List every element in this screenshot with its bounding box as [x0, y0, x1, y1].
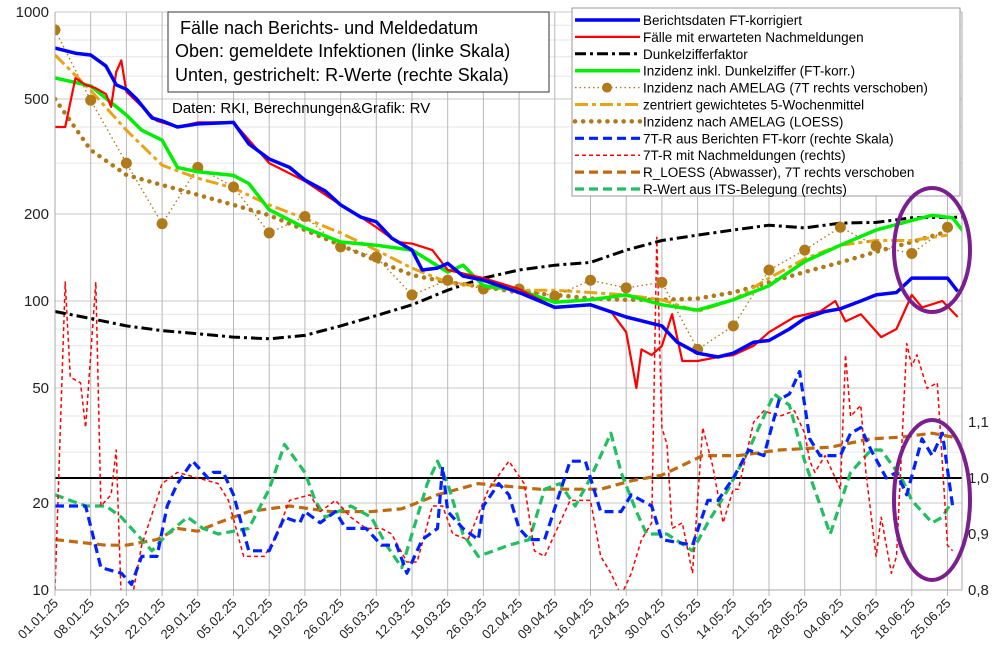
left-tick-label: 500 — [24, 91, 49, 108]
legend-item: 7T-R mit Nachmeldungen (rechts) — [575, 148, 846, 163]
amelag-marker — [942, 221, 953, 233]
amelag-marker — [620, 282, 632, 294]
right-tick-label: 1,1 — [968, 414, 989, 431]
legend-label: Inzidenz nach AMELAG (7T rechts verschob… — [643, 81, 928, 96]
legend-item: R_LOESS (Abwasser), 7T rechts verschoben — [575, 165, 914, 180]
amelag-marker — [799, 244, 811, 256]
highlight-ellipse-r — [892, 418, 972, 582]
title-line-1: Fälle nach Berichts- und Meldedatum — [180, 18, 478, 38]
series-line-7 — [55, 370, 955, 586]
legend-label: Inzidenz nach AMELAG (LOESS) — [643, 114, 843, 129]
amelag-marker — [228, 181, 239, 193]
legend-item: Berichtsdaten FT-korrigiert — [575, 13, 802, 28]
legend-marker — [602, 82, 612, 93]
title-box: Fälle nach Berichts- und Meldedatum Oben… — [167, 11, 550, 93]
amelag-marker — [370, 251, 382, 263]
series-line-2 — [55, 215, 962, 341]
series-line-5 — [55, 53, 948, 313]
legend-item: R-Wert aus ITS-Belegung (rechts) — [575, 182, 847, 197]
amelag-marker — [299, 211, 311, 223]
legend-item: zentriert gewichtetes 5-Wochenmittel — [575, 98, 864, 113]
legend-label: Fälle mit erwarteten Nachmeldungen — [643, 30, 864, 45]
legend-item: Inzidenz inkl. Dunkelziffer (FT-korr.) — [575, 64, 855, 79]
right-tick-label: 0,8 — [968, 582, 989, 599]
highlights — [892, 186, 972, 582]
legend-item: Inzidenz nach AMELAG (LOESS) — [572, 114, 843, 129]
left-tick-label: 20 — [32, 495, 49, 512]
amelag-marker — [549, 290, 561, 302]
amelag-marker — [442, 274, 454, 286]
amelag-marker — [870, 240, 882, 252]
legend-item: 7T-R aus Berichten FT-korr (rechte Skala… — [575, 131, 894, 146]
source-note: Daten: RKI, Berechnungen&Grafik: RV — [172, 100, 430, 117]
series-line-9 — [55, 431, 953, 547]
amelag-marker — [55, 24, 61, 36]
amelag-marker — [727, 320, 739, 332]
highlight-ellipse-incidence — [892, 186, 972, 314]
amelag-marker — [263, 227, 275, 239]
left-tick-label: 1000 — [16, 4, 49, 21]
legend-item: Fälle mit erwarteten Nachmeldungen — [575, 30, 864, 45]
right-tick-label: 0,9 — [968, 526, 989, 543]
amelag-marker — [906, 248, 918, 260]
series-line-10 — [55, 392, 954, 570]
legend-box — [571, 7, 961, 197]
title-line-2: Oben: gemeldete Infektionen (linke Skala… — [175, 41, 510, 61]
legend: Berichtsdaten FT-korrigiert Fälle mit erw… — [571, 7, 961, 197]
legend-label: 7T-R aus Berichten FT-korr (rechte Skala… — [643, 131, 894, 146]
amelag-marker — [156, 218, 168, 230]
legend-item: Inzidenz nach AMELAG (7T rechts verschob… — [575, 81, 928, 96]
left-tick-label: 100 — [24, 293, 49, 310]
legend-label: zentriert gewichtetes 5-Wochenmittel — [643, 98, 864, 113]
left-tick-label: 50 — [32, 380, 49, 397]
amelag-marker — [585, 274, 596, 286]
title-line-3: Unten, gestrichelt: R-Werte (rechte Skal… — [175, 65, 509, 85]
right-tick-label: 1,0 — [968, 470, 989, 487]
amelag-marker — [85, 94, 97, 106]
amelag-marker — [406, 289, 418, 301]
legend-item: Dunkelzifferfaktor — [575, 47, 748, 62]
legend-label: 7T-R mit Nachmeldungen (rechts) — [643, 148, 846, 163]
legend-label: R-Wert aus ITS-Belegung (rechts) — [643, 182, 847, 197]
amelag-marker — [834, 221, 846, 233]
series-layer — [55, 24, 962, 590]
series-line-6 — [55, 96, 950, 303]
legend-label: Dunkelzifferfaktor — [643, 47, 748, 62]
series-line-4 — [55, 29, 948, 351]
series-line-0 — [55, 46, 960, 359]
left-tick-label: 200 — [24, 206, 49, 223]
amelag-marker — [335, 241, 347, 253]
legend-label: Berichtsdaten FT-korrigiert — [643, 13, 802, 28]
amelag-marker — [120, 157, 132, 169]
legend-label: Inzidenz inkl. Dunkelziffer (FT-korr.) — [643, 64, 855, 79]
series-line-8 — [55, 236, 954, 590]
amelag-marker — [656, 276, 668, 288]
amelag-marker — [763, 264, 775, 276]
legend-label: R_LOESS (Abwasser), 7T rechts verschoben — [643, 165, 914, 180]
left-tick-label: 10 — [32, 582, 49, 599]
